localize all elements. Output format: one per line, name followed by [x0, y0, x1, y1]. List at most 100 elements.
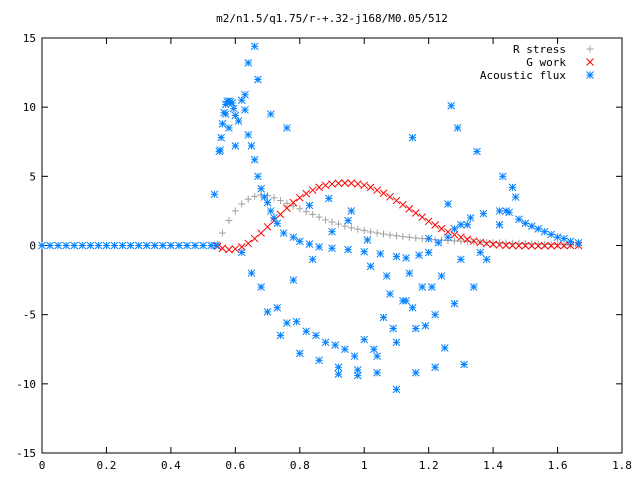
data-point [389, 324, 398, 333]
data-point [158, 241, 167, 250]
data-point [366, 183, 375, 192]
data-point [405, 233, 413, 241]
data-point [292, 317, 301, 326]
data-point [411, 324, 420, 333]
data-point [560, 241, 568, 249]
data-point [418, 213, 427, 221]
data-point [225, 217, 233, 225]
data-point [424, 248, 433, 257]
series-2 [38, 42, 583, 394]
data-point [315, 243, 323, 251]
data-point [308, 255, 317, 264]
data-point [495, 207, 504, 215]
data-point [353, 371, 362, 380]
data-point [102, 241, 111, 250]
data-point [392, 196, 401, 205]
data-point [283, 319, 291, 327]
data-point [560, 241, 568, 250]
data-point [237, 243, 246, 251]
data-point [283, 124, 291, 132]
data-point [405, 269, 414, 278]
data-point [295, 193, 304, 202]
axis-tick-labels: 0 0.2 0.4 0.6 0.8 1 1.2 1.4 1.6 1.8 -15 -10 -5 0 5 10 15 [16, 32, 632, 472]
data-point [279, 229, 288, 237]
data-point [527, 242, 536, 250]
data-point [473, 147, 481, 156]
data-point [373, 229, 381, 237]
y-tick-label: 15 [23, 32, 36, 45]
data-point [463, 220, 472, 229]
y-tick-label: 5 [29, 170, 36, 183]
data-point [70, 241, 79, 250]
data-point [257, 184, 265, 193]
data-point [231, 207, 239, 215]
data-point [370, 345, 378, 354]
data-point [386, 290, 394, 298]
data-point [392, 338, 401, 347]
data-point [263, 308, 272, 316]
y-tick-label: 10 [23, 101, 36, 114]
data-point [46, 241, 54, 250]
data-point [379, 189, 388, 198]
data-point [62, 241, 71, 250]
data-point [347, 207, 356, 215]
data-point [247, 142, 256, 150]
data-point [289, 202, 297, 210]
data-point [225, 245, 233, 254]
data-point [225, 124, 233, 132]
data-point [411, 368, 420, 377]
data-point [334, 370, 343, 379]
data-point [324, 194, 333, 203]
data-point [270, 194, 278, 202]
data-point [257, 283, 265, 291]
data-point [379, 313, 388, 322]
data-point [276, 331, 285, 340]
data-point [380, 230, 388, 238]
data-point [508, 183, 517, 192]
data-point [250, 42, 259, 51]
data-point [86, 241, 95, 250]
data-point [392, 232, 400, 240]
data-point [431, 310, 439, 319]
data-point [347, 179, 356, 188]
data-point [312, 331, 320, 340]
legend-marker [586, 71, 594, 79]
data-point [476, 238, 485, 247]
data-point [424, 217, 433, 226]
x-tick-label: 0.6 [225, 459, 245, 472]
data-point [540, 227, 549, 236]
data-point [547, 240, 555, 248]
data-point [547, 230, 555, 239]
data-point [257, 229, 265, 237]
data-point [266, 207, 275, 215]
data-point [421, 321, 430, 330]
x-tick-label: 1.8 [612, 459, 632, 472]
data-point [554, 241, 562, 249]
data-point [347, 224, 355, 232]
data-point [295, 349, 304, 358]
data-point [302, 327, 311, 336]
data-point [250, 234, 259, 243]
data-point [309, 210, 317, 218]
data-point [331, 341, 340, 349]
data-point [450, 225, 459, 233]
data-point [515, 215, 523, 224]
data-point [502, 241, 510, 250]
data-point [482, 239, 491, 248]
data-point [360, 247, 369, 256]
data-point [444, 200, 452, 208]
data-point [241, 106, 249, 114]
data-point [457, 220, 465, 229]
data-point [540, 241, 549, 250]
data-point [402, 254, 410, 262]
legend-marker [586, 45, 594, 53]
data-point [553, 241, 562, 250]
data-point [453, 124, 462, 132]
data-point [110, 241, 119, 250]
data-point [460, 360, 468, 369]
data-point [118, 241, 127, 250]
data-point [321, 338, 330, 347]
data-point [447, 101, 456, 110]
